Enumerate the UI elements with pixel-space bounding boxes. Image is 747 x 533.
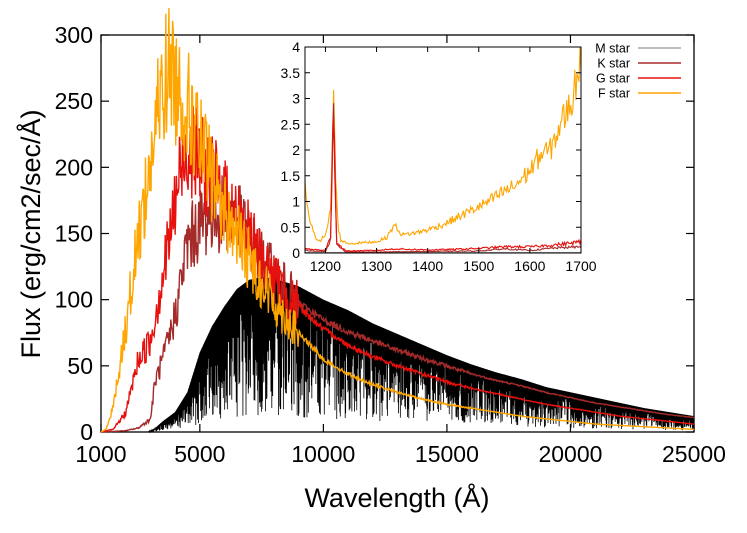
inset-x-tick-label: 1400 <box>412 258 443 274</box>
legend-label-g-star: G star <box>596 72 630 86</box>
inset-y-tick-label: 4 <box>292 39 300 55</box>
y-tick-label: 250 <box>55 88 93 114</box>
y-tick-label: 300 <box>55 22 93 48</box>
legend-label-f-star: F star <box>598 87 630 101</box>
inset-x-tick-label: 1700 <box>565 258 596 274</box>
inset-y-tick-label: 0 <box>292 245 300 261</box>
inset-y-tick-label: 1.5 <box>281 168 301 184</box>
y-tick-label: 0 <box>80 419 93 445</box>
inset-x-tick-label: 1300 <box>361 258 392 274</box>
inset-y-tick-label: 1 <box>292 194 300 210</box>
inset-x-tick-label: 1600 <box>514 258 545 274</box>
x-tick-label: 20000 <box>538 441 602 467</box>
x-tick-label: 10000 <box>291 441 355 467</box>
inset-y-tick-label: 3 <box>292 91 300 107</box>
y-tick-label: 150 <box>55 221 93 247</box>
legend-label-m-star: M star <box>595 42 630 56</box>
y-axis-title: Flux (erg/cm2/sec/Å) <box>15 109 46 358</box>
inset-y-tick-label: 2 <box>292 142 300 158</box>
y-tick-label: 50 <box>67 353 93 379</box>
x-axis-title: Wavelength (Å) <box>304 482 489 513</box>
y-tick-label: 100 <box>55 287 93 313</box>
inset-background <box>305 47 581 253</box>
inset-y-tick-label: 0.5 <box>281 219 301 235</box>
inset-x-tick-label: 1200 <box>310 258 341 274</box>
inset-x-tick-label: 1500 <box>463 258 494 274</box>
legend-label-k-star: K star <box>597 57 630 71</box>
x-tick-label: 5000 <box>174 441 225 467</box>
inset-y-tick-label: 3.5 <box>281 65 301 81</box>
x-tick-label: 15000 <box>415 441 479 467</box>
y-tick-label: 200 <box>55 154 93 180</box>
x-tick-label: 25000 <box>662 441 726 467</box>
inset-y-tick-label: 2.5 <box>281 116 301 132</box>
